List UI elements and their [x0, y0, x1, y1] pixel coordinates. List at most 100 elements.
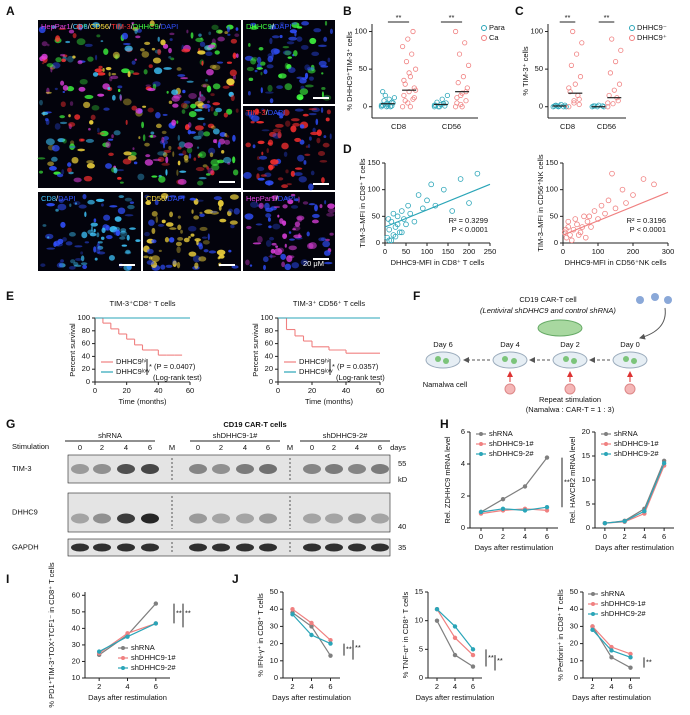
namalwa-cells	[504, 383, 636, 395]
signal	[113, 130, 121, 136]
signal	[199, 211, 203, 215]
signal	[188, 110, 197, 118]
signal	[269, 236, 275, 241]
signal	[105, 66, 112, 71]
signal	[294, 137, 302, 142]
x-tick-label: 50	[402, 247, 410, 256]
dot	[409, 51, 415, 57]
x-tick-label: 0	[603, 532, 607, 541]
dot	[415, 192, 422, 198]
signal	[118, 195, 125, 199]
signal	[289, 238, 295, 241]
signal	[323, 261, 333, 265]
signal	[296, 76, 304, 79]
signal	[108, 152, 114, 157]
signal	[262, 109, 266, 112]
stain-label: DAPI	[268, 108, 286, 117]
signal	[74, 114, 81, 120]
signal	[269, 37, 273, 45]
signal	[55, 208, 59, 212]
signal	[168, 55, 172, 59]
signal	[228, 208, 233, 213]
y-tick-label: 0	[586, 523, 590, 532]
signal	[180, 77, 189, 80]
stat-note: (Log-rank test)	[336, 373, 385, 382]
point	[153, 601, 159, 606]
band	[325, 464, 343, 474]
signal	[290, 193, 296, 197]
signal	[210, 125, 216, 130]
signal	[175, 241, 182, 247]
signal	[214, 50, 220, 55]
dot	[574, 221, 580, 228]
y-tick-label: 0	[269, 377, 273, 386]
signal	[73, 262, 79, 266]
signal	[299, 78, 307, 84]
dot	[591, 208, 598, 214]
signal	[232, 75, 236, 80]
point	[309, 632, 314, 638]
group-label: shDHHC9-1#	[213, 431, 258, 440]
signal	[92, 72, 99, 77]
signal	[316, 129, 322, 137]
dot	[607, 70, 614, 76]
signal	[169, 195, 177, 198]
signal	[221, 150, 225, 154]
signal	[178, 153, 184, 156]
signal	[113, 226, 121, 232]
legend-dot	[604, 432, 608, 436]
signal	[96, 249, 101, 254]
y-tick-label: 10	[270, 656, 278, 665]
stat-note: P < 0.0001	[452, 225, 488, 234]
signal	[101, 227, 106, 234]
signal	[87, 56, 94, 62]
stain-label: /	[159, 22, 162, 31]
signal	[285, 120, 291, 127]
signal	[74, 202, 78, 205]
dot	[619, 186, 626, 193]
signal	[117, 88, 121, 93]
x-axis-label: Days after restimulation	[416, 693, 495, 702]
point	[434, 618, 440, 623]
dot	[598, 202, 605, 209]
signal	[296, 215, 305, 221]
signal	[197, 50, 206, 55]
signal	[155, 112, 161, 119]
point	[328, 641, 333, 646]
signal	[199, 91, 202, 97]
signal	[80, 251, 84, 255]
dot	[390, 210, 397, 217]
signal	[283, 151, 288, 157]
signal	[327, 57, 331, 63]
signal	[326, 212, 335, 217]
band	[189, 513, 207, 524]
signal	[318, 60, 327, 67]
signal	[166, 90, 169, 94]
signal	[133, 161, 138, 165]
signal	[168, 145, 172, 151]
signal	[270, 159, 279, 165]
signal	[263, 264, 266, 271]
legend-dot	[479, 442, 483, 446]
dot	[444, 92, 450, 99]
y-axis-label: % Perforin⁺ in CD8⁺ T cells	[556, 589, 565, 681]
signal	[288, 255, 295, 259]
dot	[610, 101, 616, 107]
signal	[261, 108, 265, 111]
signal	[107, 87, 111, 91]
signal	[273, 206, 281, 209]
signal	[205, 78, 208, 82]
signal	[265, 207, 274, 212]
signal	[324, 200, 327, 205]
signal	[287, 67, 296, 73]
signal	[152, 57, 162, 64]
signal	[327, 203, 335, 209]
signal	[246, 66, 255, 72]
signal	[121, 32, 129, 40]
signal	[224, 139, 231, 145]
signal	[215, 29, 223, 34]
dot	[630, 192, 636, 198]
signal	[267, 142, 272, 145]
signal	[91, 105, 100, 111]
panel-label: D	[343, 142, 352, 156]
